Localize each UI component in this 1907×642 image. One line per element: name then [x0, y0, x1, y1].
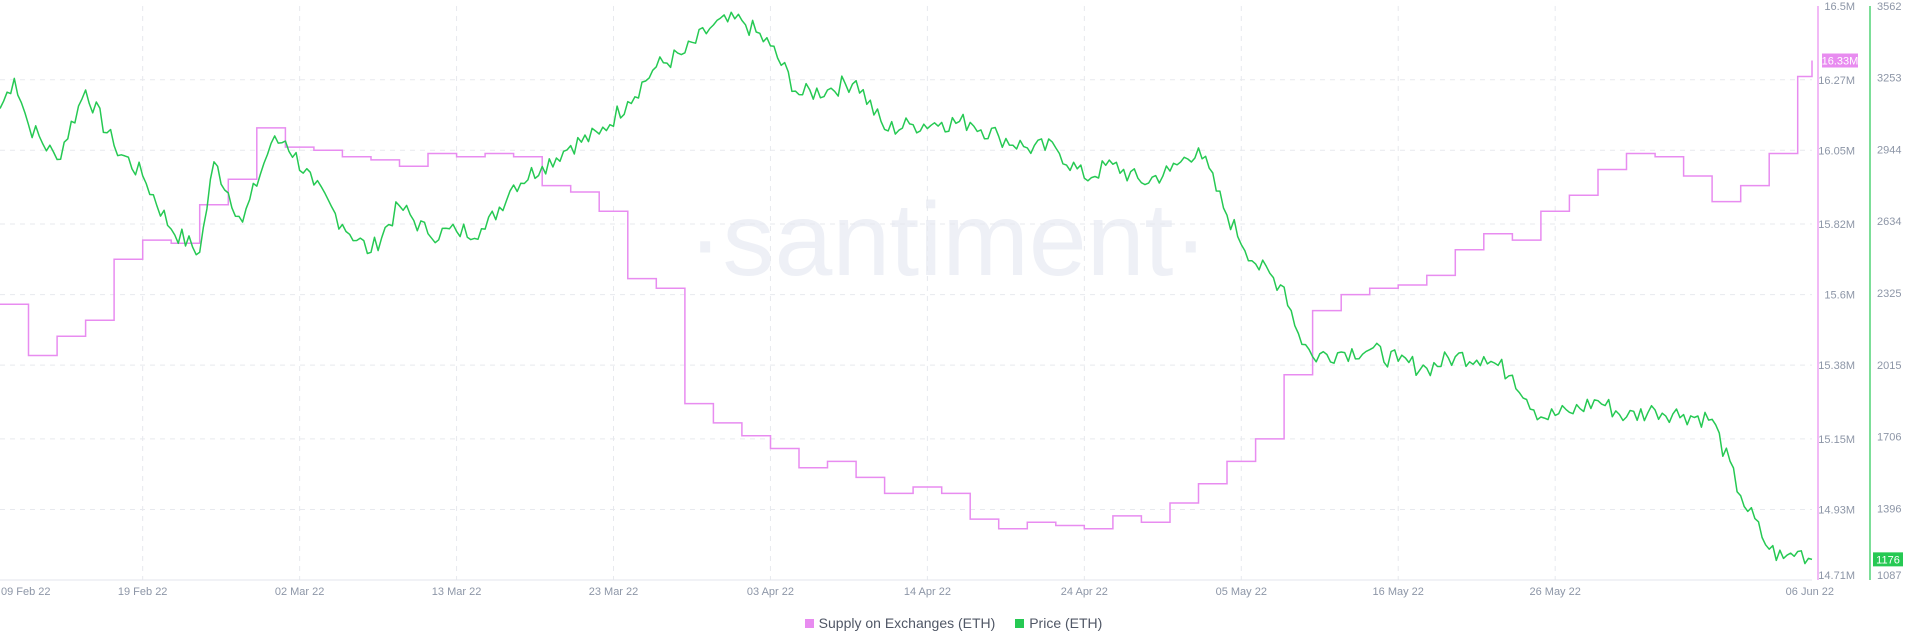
x-tick-label: 19 Feb 22 — [118, 586, 168, 598]
supply-tick-label: 16.5M — [1824, 1, 1855, 13]
x-tick-label: 03 Apr 22 — [747, 586, 794, 598]
supply-tick-label: 16.27M — [1818, 75, 1855, 87]
x-tick-label: 14 Apr 22 — [904, 586, 951, 598]
legend-label-supply: Supply on Exchanges (ETH) — [818, 615, 996, 631]
supply-last-badge — [1822, 53, 1858, 68]
supply-tick-label: 16.05M — [1818, 145, 1855, 157]
legend-swatch-supply — [804, 619, 814, 628]
supply-tick-label: 14.93M — [1818, 504, 1855, 516]
price-last-value: 1176 — [1876, 554, 1900, 566]
price-tick-label: 2015 — [1877, 360, 1901, 372]
x-tick-label: 06 Jun 22 — [1786, 586, 1834, 598]
legend-item-price[interactable]: Price (ETH) — [1015, 615, 1102, 631]
price-tick-label: 2634 — [1877, 216, 1901, 228]
supply-axis: 16.5M 16.27M 16.05M 15.82M 15.6M 15.38M 15.15M… — [1817, 1, 1855, 582]
x-axis: 09 Feb 22 19 Feb 22 02 Mar 22 13 Mar 22 23 M… — [0, 579, 1834, 598]
price-tick-label: 3253 — [1877, 73, 1901, 85]
price-tick-label: 2944 — [1877, 144, 1901, 156]
x-tick-label: 09 Feb 22 — [1, 586, 51, 598]
series-layer — [0, 11, 1813, 565]
price-tick-label: 2325 — [1877, 288, 1901, 300]
x-tick-label: 24 Apr 22 — [1061, 586, 1108, 598]
supply-tick-label: 15.82M — [1818, 219, 1855, 231]
price-last-badge — [1873, 552, 1903, 567]
series-line-price — [0, 11, 1813, 565]
grid — [0, 6, 1812, 580]
x-tick-label: 13 Mar 22 — [432, 586, 482, 598]
supply-tick-label: 15.6M — [1824, 290, 1855, 302]
x-tick-label: 16 May 22 — [1373, 586, 1424, 598]
legend-item-supply[interactable]: Supply on Exchanges (ETH) — [804, 615, 996, 631]
price-tick-label: 1396 — [1877, 503, 1901, 515]
series-line-supply — [0, 60, 1813, 530]
x-tick-label: 26 May 22 — [1529, 586, 1580, 598]
price-tick-label: 1706 — [1877, 431, 1901, 443]
supply-tick-label: 15.15M — [1818, 434, 1855, 446]
legend-swatch-price — [1015, 619, 1025, 628]
legend: Supply on Exchanges (ETH) Price (ETH) — [0, 615, 1907, 631]
x-tick-label: 23 Mar 22 — [589, 586, 639, 598]
price-tick-label: 3562 — [1877, 1, 1901, 13]
watermark: ·santiment· — [688, 182, 1208, 298]
legend-label-price: Price (ETH) — [1029, 615, 1103, 631]
price-tick-label: 1087 — [1877, 570, 1901, 582]
price-axis: 3562 3253 2944 2634 2325 2015 1706 1396 1087 — [1869, 1, 1901, 582]
supply-last-value: 16.33M — [1822, 56, 1859, 68]
x-tick-label: 02 Mar 22 — [275, 586, 325, 598]
last-value-badges: 16.33M 1176 — [1822, 53, 1903, 567]
supply-tick-label: 14.71M — [1818, 570, 1855, 582]
x-tick-label: 05 May 22 — [1216, 586, 1267, 598]
supply-tick-label: 15.38M — [1818, 360, 1855, 372]
